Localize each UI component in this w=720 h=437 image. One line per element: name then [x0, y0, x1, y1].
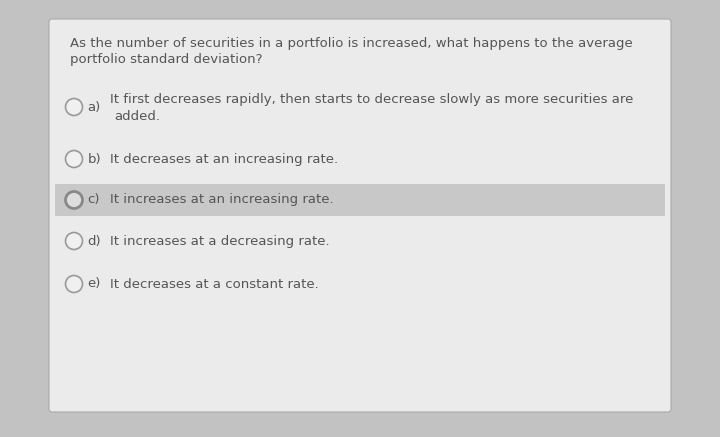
Circle shape: [66, 191, 83, 208]
Text: It decreases at an increasing rate.: It decreases at an increasing rate.: [109, 153, 338, 166]
Text: It first decreases rapidly, then starts to decrease slowly as more securities ar: It first decreases rapidly, then starts …: [109, 94, 633, 107]
Text: a): a): [88, 101, 101, 114]
Text: c): c): [88, 194, 100, 207]
FancyBboxPatch shape: [55, 184, 665, 216]
Circle shape: [66, 98, 83, 115]
Text: portfolio standard deviation?: portfolio standard deviation?: [70, 53, 263, 66]
Text: It increases at a decreasing rate.: It increases at a decreasing rate.: [109, 235, 329, 247]
Text: b): b): [88, 153, 101, 166]
Text: added.: added.: [114, 110, 161, 122]
Text: e): e): [88, 277, 101, 291]
Text: As the number of securities in a portfolio is increased, what happens to the ave: As the number of securities in a portfol…: [70, 37, 633, 50]
FancyBboxPatch shape: [49, 19, 671, 412]
Circle shape: [66, 275, 83, 292]
Circle shape: [66, 150, 83, 167]
Text: d): d): [88, 235, 101, 247]
Circle shape: [66, 232, 83, 250]
Text: It increases at an increasing rate.: It increases at an increasing rate.: [109, 194, 333, 207]
Text: It decreases at a constant rate.: It decreases at a constant rate.: [109, 277, 318, 291]
